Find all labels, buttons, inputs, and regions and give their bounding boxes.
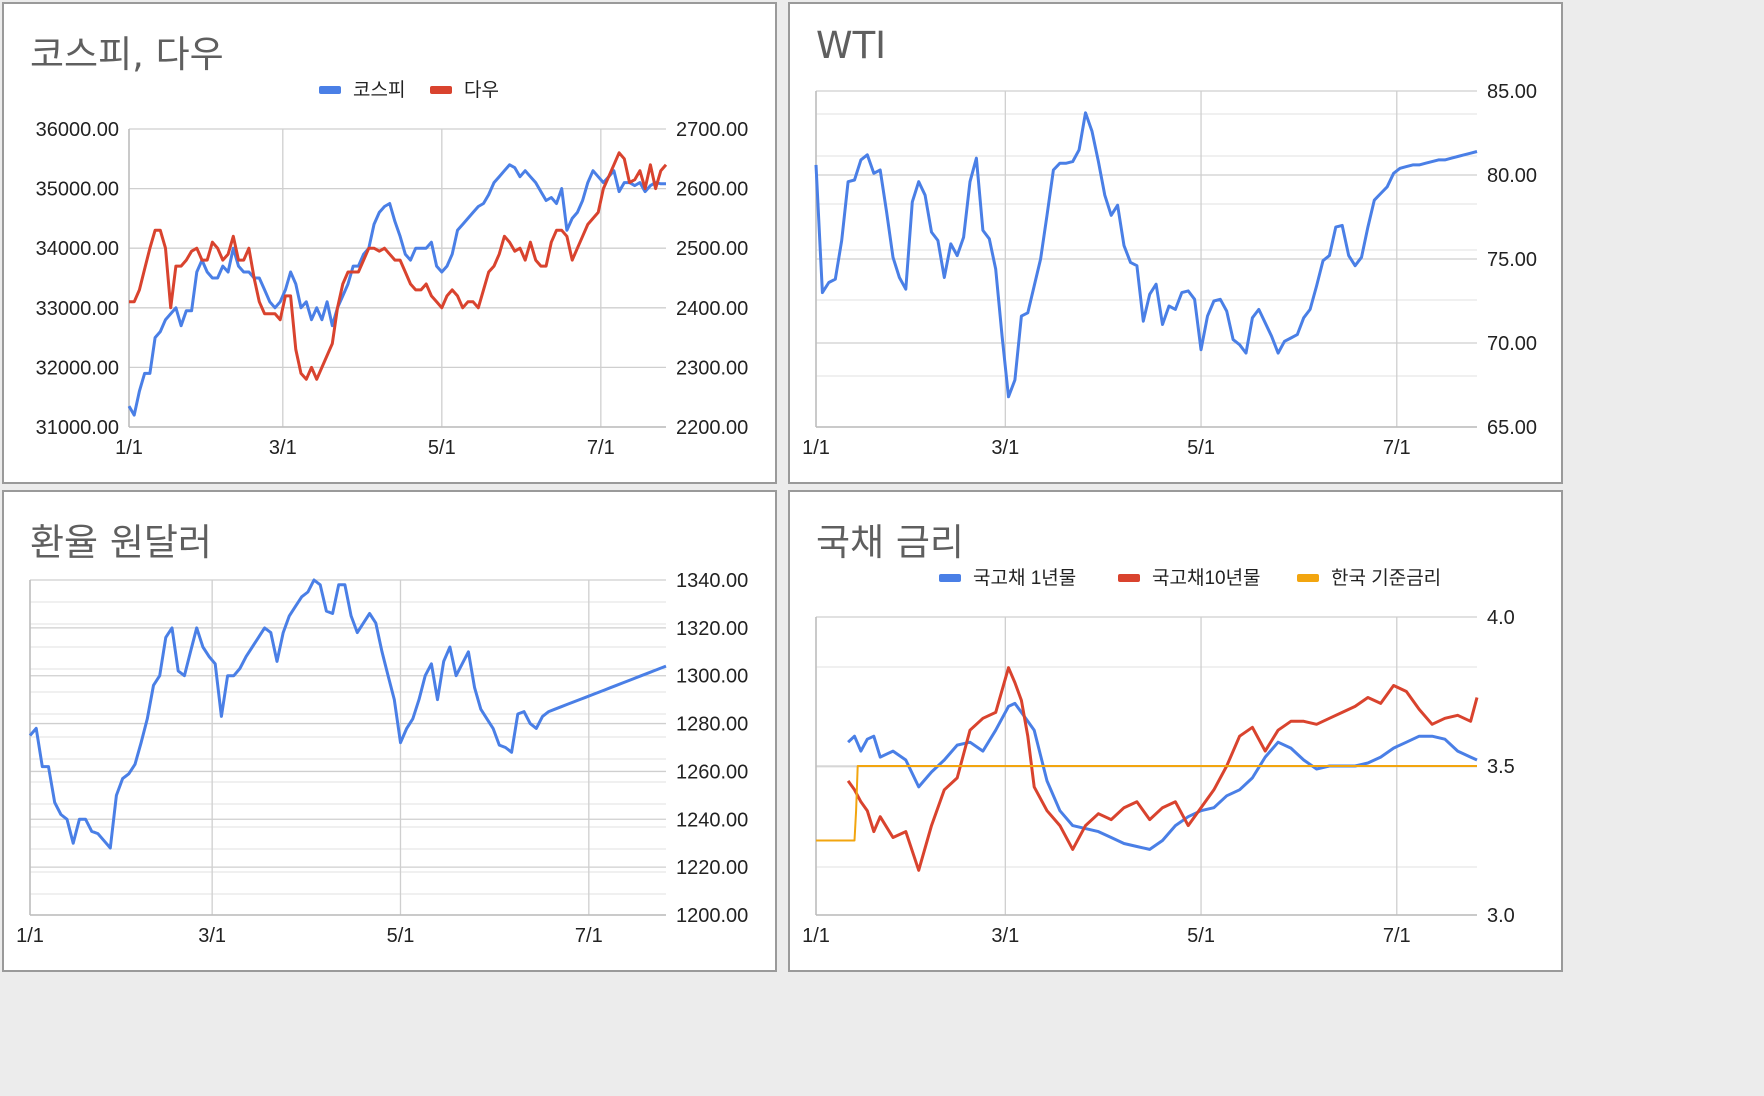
y-tick-label-right: 70.00 <box>1487 333 1537 355</box>
y-tick-label-right: 3.5 <box>1487 756 1515 778</box>
legend-label: 국고채 1년물 <box>973 567 1076 589</box>
x-tick-label: 7/1 <box>1383 437 1411 459</box>
x-tick-label: 1/1 <box>802 437 830 459</box>
series-line-한국 기준금리 <box>816 765 1477 842</box>
series-line-코스피 <box>127 163 666 417</box>
y-tick-label-right: 3.0 <box>1487 905 1515 927</box>
legend-swatch <box>319 86 341 94</box>
legend-swatch <box>430 86 452 94</box>
y-tick-label-right: 80.00 <box>1487 165 1537 187</box>
y-tick-label-right: 2300.00 <box>676 357 748 379</box>
y-tick-label-left: 33000.00 <box>36 298 119 320</box>
kospi-dow-chart: 2200.00 2300.00 2400.00 2500.00 2600.00 2700.… <box>36 79 749 459</box>
x-tick-label: 3/1 <box>269 437 297 459</box>
y-tick-label-right: 75.00 <box>1487 249 1537 271</box>
x-tick-label: 3/1 <box>991 437 1019 459</box>
chart-title: WTI <box>816 24 887 67</box>
y-tick-label-right: 2200.00 <box>676 417 748 439</box>
y-tick-label-right: 4.0 <box>1487 607 1515 629</box>
y-tick-label-right: 85.00 <box>1487 81 1537 103</box>
chart-title: 환율 원달러 <box>30 521 212 564</box>
x-tick-label: 5/1 <box>387 925 415 947</box>
series-line-main <box>814 111 1478 399</box>
wti-chart: 65.00 70.00 75.00 80.00 85.00 1/1 3/1 5/1 7/1 <box>802 81 1537 459</box>
y-tick-label-left: 32000.00 <box>36 357 119 379</box>
series-line-다우 <box>129 151 668 381</box>
x-tick-label: 7/1 <box>587 437 615 459</box>
exchange-rate-chart: 1200.00 1220.00 1240.00 1260.00 1280.00 1300.… <box>16 570 748 947</box>
x-tick-label: 1/1 <box>115 437 143 459</box>
chart-title: 국채 금리 <box>816 521 964 564</box>
x-tick-label: 5/1 <box>1187 437 1215 459</box>
y-tick-label-right: 2700.00 <box>676 119 748 141</box>
y-tick-label-right: 2500.00 <box>676 238 748 260</box>
bond-rates-chart: 3.0 3.5 4.0 1/1 3/1 5/1 7/1 국고채 1년물 국고채10년물 한국 기준… <box>802 567 1515 947</box>
x-tick-label: 3/1 <box>198 925 226 947</box>
legend-label: 코스피 <box>353 79 405 101</box>
y-tick-label-left: 34000.00 <box>36 238 119 260</box>
y-tick-label-right: 1300.00 <box>676 666 748 688</box>
y-tick-label-right: 65.00 <box>1487 417 1537 439</box>
y-tick-label-right: 1280.00 <box>676 714 748 736</box>
chart-panel-exchange-rate: 환율 원달러 1200.00 1220.00 1240.00 1260.00 1280.… <box>2 490 777 972</box>
y-tick-label-right: 1260.00 <box>676 761 748 783</box>
chart-title: 코스피, 다우 <box>30 33 224 76</box>
chart-panel-kospi-dow: 코스피, 다우 2200.00 2300.00 2400.00 2500.00 2600… <box>2 2 777 484</box>
chart-panel-bond-rates: 국채 금리 3.0 3.5 4.0 1/1 3/1 5/1 7/1 국고채 1년물 국고채10년… <box>788 490 1563 972</box>
legend-label: 한국 기준금리 <box>1331 567 1441 589</box>
chart-panel-wti: WTI 65.00 70.00 75.00 80.00 85.00 1/1 3/1 5/1 7/… <box>788 2 1563 484</box>
y-tick-label-left: 31000.00 <box>36 417 119 439</box>
series-line-국고채 1년물 <box>847 701 1478 851</box>
y-tick-label-right: 1320.00 <box>676 618 748 640</box>
y-tick-label-right: 2400.00 <box>676 298 748 320</box>
x-tick-label: 7/1 <box>1383 925 1411 947</box>
legend-swatch <box>939 574 961 582</box>
x-tick-label: 5/1 <box>1187 925 1215 947</box>
legend-swatch <box>1118 574 1140 582</box>
y-tick-label-right: 1200.00 <box>676 905 748 927</box>
y-tick-label-right: 1220.00 <box>676 857 748 879</box>
x-tick-label: 3/1 <box>991 925 1019 947</box>
legend-label: 국고채10년물 <box>1152 567 1261 589</box>
y-tick-label-right: 2600.00 <box>676 179 748 201</box>
x-tick-label: 1/1 <box>802 925 830 947</box>
series-line-main <box>28 578 667 850</box>
x-tick-label: 5/1 <box>428 437 456 459</box>
legend-swatch <box>1297 574 1319 582</box>
x-tick-label: 7/1 <box>575 925 603 947</box>
y-tick-label-right: 1240.00 <box>676 809 748 831</box>
series-line-국고채10년물 <box>846 666 1479 872</box>
x-tick-label: 1/1 <box>16 925 44 947</box>
y-tick-label-left: 35000.00 <box>36 179 119 201</box>
legend-label: 다우 <box>464 79 499 101</box>
y-tick-label-right: 1340.00 <box>676 570 748 592</box>
y-tick-label-left: 36000.00 <box>36 119 119 141</box>
